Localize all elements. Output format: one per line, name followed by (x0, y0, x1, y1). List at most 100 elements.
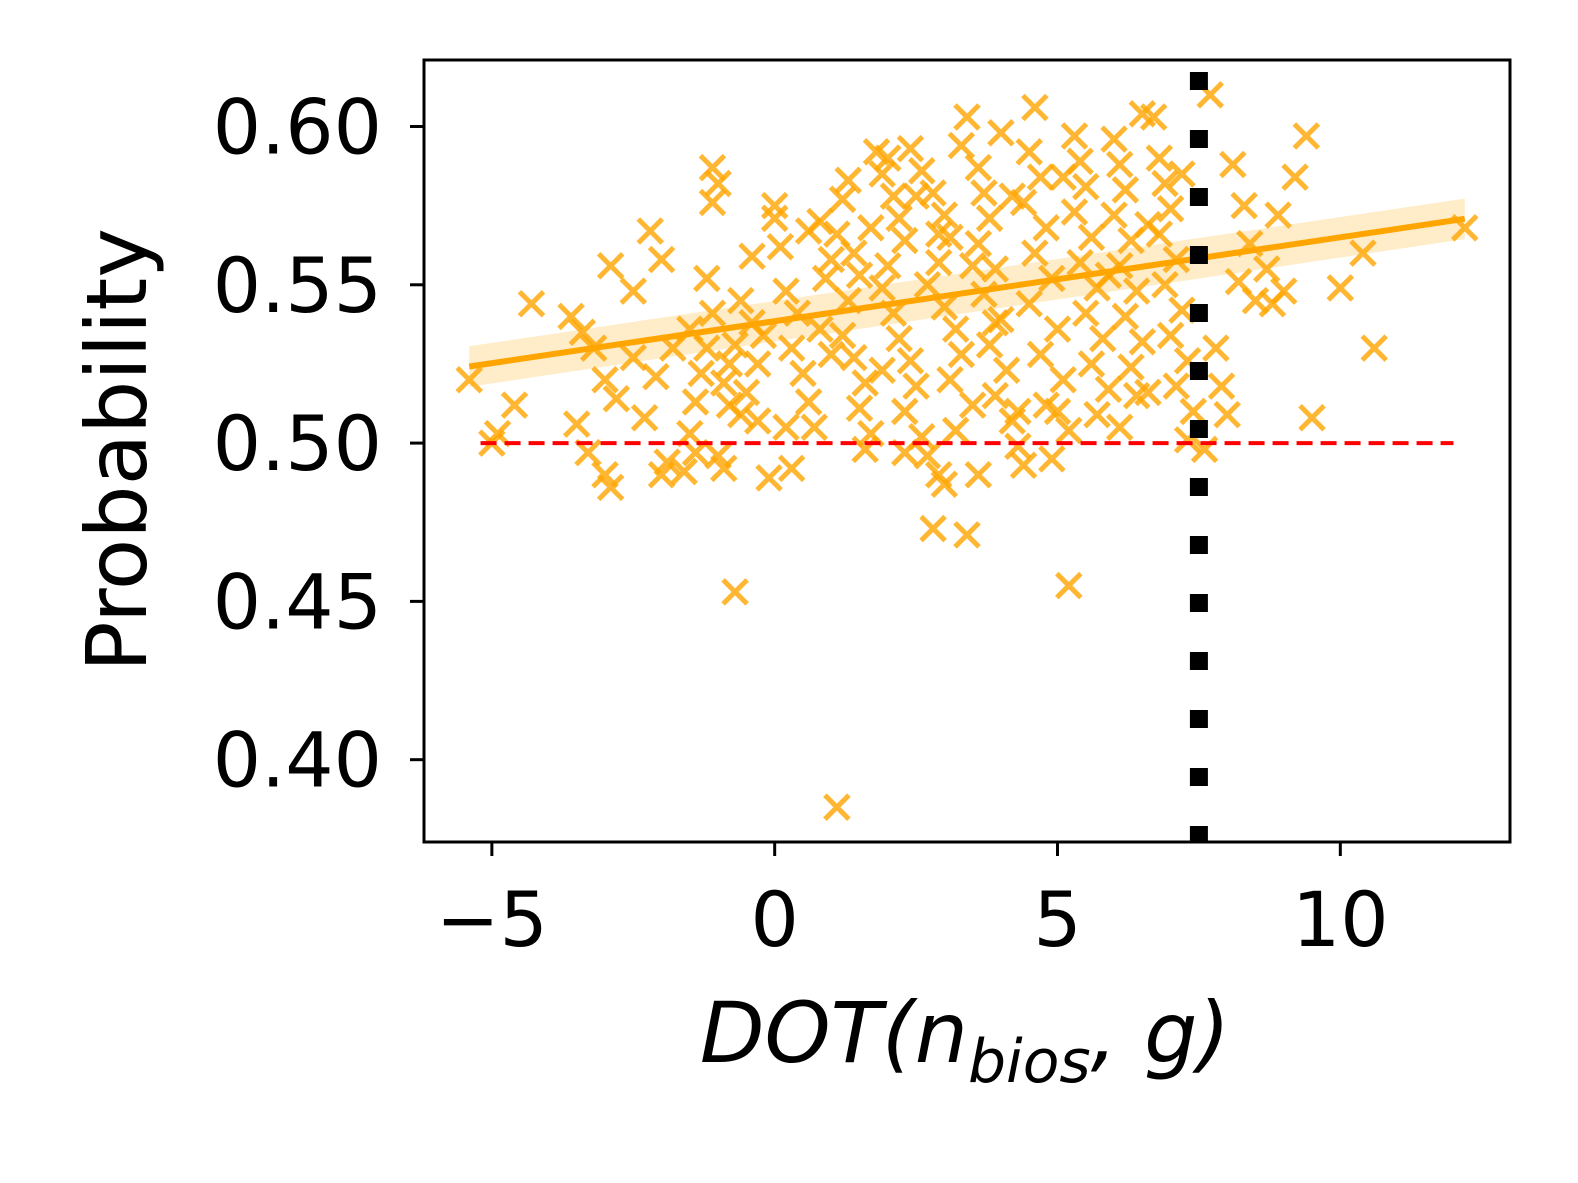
data-point (1105, 150, 1134, 179)
data-point (1100, 201, 1128, 229)
x-tick-label: 5 (1033, 875, 1081, 964)
plot-frame (422, 58, 1512, 844)
data-point (732, 378, 761, 407)
data-point (964, 153, 993, 182)
data-point (687, 359, 715, 388)
data-point (1151, 271, 1179, 299)
data-point (1038, 445, 1066, 473)
data-point (1111, 176, 1140, 204)
data-point (1326, 274, 1355, 302)
data-point (868, 356, 896, 385)
data-point (958, 391, 987, 419)
data-point (738, 242, 766, 271)
y-axis-label: Probability (68, 228, 166, 672)
data-point (1117, 353, 1145, 381)
data-point (964, 229, 993, 258)
data-point (953, 521, 981, 549)
data-point (885, 324, 913, 353)
data-point (891, 397, 919, 426)
data-point (1055, 416, 1083, 445)
data-point (602, 384, 631, 413)
data-point (647, 460, 676, 489)
data-point (789, 359, 817, 388)
x-tick-label: 10 (1292, 875, 1389, 964)
data-point (726, 400, 755, 429)
data-point (936, 365, 964, 394)
data-point (596, 252, 625, 280)
data-point (907, 157, 936, 185)
data-point (1072, 172, 1100, 201)
x-axis-label-subscript: bios (968, 1027, 1091, 1097)
regression-line (468, 215, 1466, 370)
x-axis-label-rest: , g) (1091, 984, 1231, 1082)
data-point (828, 185, 857, 214)
data-point (455, 365, 484, 394)
data-point (919, 514, 947, 543)
data-point (1088, 324, 1117, 353)
data-point (896, 347, 925, 375)
data-point (840, 239, 868, 267)
data-point (817, 340, 846, 369)
data-point (981, 381, 1010, 410)
data-point (721, 331, 749, 359)
data-point (1015, 138, 1043, 166)
data-point (1100, 125, 1128, 153)
data-point (517, 290, 546, 318)
data-point (902, 182, 930, 210)
data-point (710, 454, 738, 483)
data-point (1105, 413, 1134, 442)
y-tick-label: 0.50 (213, 399, 382, 488)
data-point (619, 343, 648, 372)
data-point (500, 391, 529, 419)
x-axis-label-main: DOT(n (700, 984, 968, 1082)
data-point (698, 299, 727, 328)
data-point (760, 191, 789, 220)
data-point (704, 169, 732, 198)
y-tick-label: 0.60 (213, 82, 382, 171)
data-point (1281, 163, 1309, 191)
data-point (568, 318, 597, 347)
data-point (1298, 403, 1326, 432)
data-point (636, 217, 665, 245)
data-point (1253, 255, 1281, 283)
data-point (1145, 144, 1174, 172)
data-point (1122, 381, 1151, 410)
data-point (715, 350, 744, 378)
data-point (817, 245, 846, 274)
data-point (772, 277, 800, 305)
plot-area (455, 72, 1479, 842)
x-axis-label: DOT(nbios, g) (700, 984, 1230, 1097)
data-point (1077, 350, 1106, 378)
data-point (766, 233, 795, 261)
data-point (1049, 163, 1077, 191)
data-point (1021, 239, 1049, 267)
data-point (1122, 277, 1151, 305)
data-point (1072, 299, 1100, 328)
data-point (913, 441, 942, 470)
data-point (828, 321, 857, 350)
data-point (1094, 375, 1123, 404)
data-point (1134, 210, 1162, 239)
data-point (755, 464, 783, 492)
y-tick-label: 0.40 (213, 716, 382, 805)
data-point (998, 182, 1027, 210)
data-point (1219, 150, 1247, 179)
data-point (924, 220, 953, 248)
data-point (811, 264, 840, 293)
data-point (1021, 93, 1049, 122)
data-point (874, 144, 902, 172)
data-point (1168, 160, 1196, 188)
data-point (1026, 163, 1055, 191)
data-point (975, 331, 1004, 359)
y-tick-label: 0.55 (213, 241, 382, 330)
data-point (743, 407, 772, 435)
data-point (591, 365, 619, 394)
data-point (851, 369, 879, 397)
data-point (885, 204, 913, 233)
data-point (1055, 571, 1083, 600)
data-point (726, 286, 755, 315)
data-point (1043, 315, 1072, 343)
data-point (800, 413, 829, 442)
